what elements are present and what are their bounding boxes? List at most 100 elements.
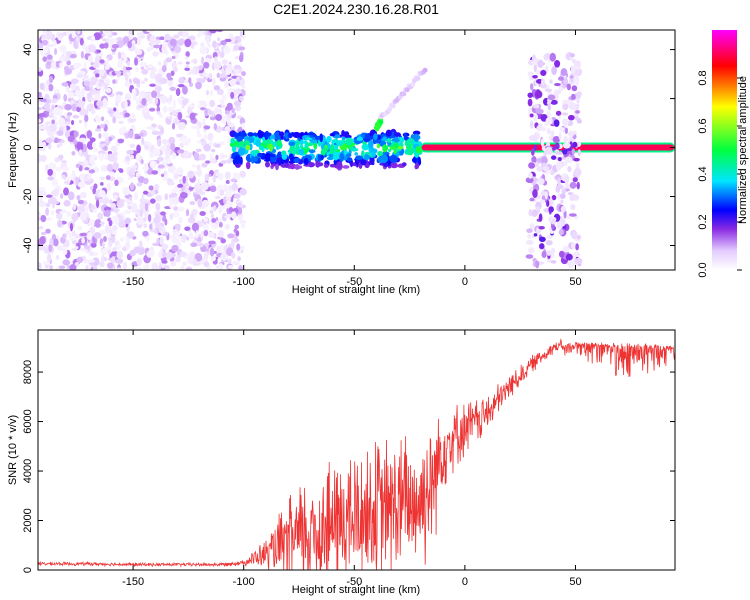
spectrogram-blob [288, 141, 296, 146]
spectrogram-blob [62, 247, 68, 256]
spectrogram-blob [77, 181, 86, 188]
spectrogram-blob [288, 163, 296, 170]
spectrogram-blob [239, 79, 245, 86]
spectrogram-blob [83, 159, 88, 167]
spectrogram-blob [247, 132, 254, 137]
spectrogram-blob [154, 97, 159, 105]
spectrogram-blob [98, 80, 103, 88]
spectrogram-blob [168, 116, 173, 120]
spectrogram-blob [221, 59, 228, 65]
spectrogram-blob [231, 107, 235, 114]
spectrogram-blob [169, 38, 178, 47]
spectrogram-blob [551, 155, 557, 160]
spectrogram-blob [54, 48, 58, 55]
spectrogram-blob [553, 119, 560, 127]
spectrogram-blob [541, 78, 546, 86]
spectrogram-blob [126, 231, 135, 239]
spectrogram-blob [160, 211, 166, 216]
spectrogram-blob [45, 207, 49, 216]
spectrogram-blob [61, 82, 69, 87]
spectrogram-blob [185, 61, 190, 65]
spectrogram-blob [108, 219, 113, 227]
spectrogram-blob [213, 123, 218, 131]
spectrogram-blob [537, 178, 545, 185]
spectrogram-frame [37, 29, 676, 271]
colorbar: 0.0 0.2 0.4 0.6 0.8 Normalized spectral ampl… [697, 30, 749, 278]
spectrogram-blob [127, 205, 132, 210]
spectrogram-blob [59, 139, 65, 144]
spectrogram-blob [148, 185, 154, 191]
spectrogram-feature [404, 87, 410, 93]
spectrogram-blob [138, 132, 144, 137]
spectrogram-blob [143, 223, 148, 228]
spectrogram-blob [117, 60, 123, 68]
spectrogram-blob [166, 158, 172, 165]
spectrogram-blob [158, 61, 162, 66]
spectrogram-blob [227, 264, 234, 269]
spectrogram-blob [563, 175, 570, 183]
spectrogram-blob [48, 243, 52, 252]
spectrogram-blob [532, 75, 538, 79]
spectrogram-blob [40, 231, 47, 236]
spectrogram-blob [112, 79, 116, 84]
spectrogram-blob [410, 148, 415, 153]
spectrogram-blob [181, 234, 188, 240]
spectrogram-blob [105, 175, 111, 181]
spectrogram-blob [207, 132, 214, 141]
spectrogram-blob [219, 76, 227, 82]
spectrogram-blob [354, 152, 359, 156]
spectrogram-blob [195, 230, 199, 239]
spectrogram-blob [130, 154, 135, 160]
spectrogram-blob [160, 173, 165, 177]
spectrogram-blob [234, 56, 239, 60]
spectrogram-blob [575, 110, 580, 114]
spectrogram-blob [209, 247, 215, 257]
spectrogram-blob [161, 260, 168, 264]
spectrogram-blob [567, 130, 575, 137]
spectrogram-blob [557, 177, 561, 186]
spectrogram-blob [295, 145, 301, 151]
spectrogram-blob [191, 222, 200, 232]
spectrogram-blob [575, 78, 579, 88]
spectrogram-blob [528, 209, 533, 217]
spectrogram-blob [525, 254, 534, 259]
spectrogram-blob [288, 160, 294, 164]
spectrogram-blob [135, 67, 139, 72]
spectrogram-blob [205, 222, 209, 230]
spectrogram-blob [184, 38, 192, 48]
spectrogram-blob [141, 193, 145, 203]
spectrogram-y-tick-label: -40 [22, 238, 34, 254]
spectrogram-blob [146, 126, 154, 130]
spectrogram-blob [89, 226, 96, 234]
spectrogram-blob [230, 240, 235, 249]
spectrogram-blob [47, 168, 54, 176]
spectrogram-blob [231, 211, 237, 220]
spectrogram-feature [415, 75, 421, 81]
spectrogram-blob [141, 80, 145, 85]
spectrogram-blob [56, 212, 63, 220]
spectrogram-blob [169, 94, 173, 102]
spectrogram-blob [561, 118, 569, 126]
spectrogram-blob [45, 44, 49, 53]
spectrogram-blob [144, 202, 149, 212]
spectrogram-blob [333, 144, 339, 151]
spectrogram-blob [149, 83, 156, 87]
spectrogram-blob [571, 148, 576, 155]
spectrogram-blob [106, 262, 114, 269]
spectrogram-blob [218, 98, 224, 104]
spectrogram-blob [56, 143, 61, 148]
spectrogram-blob [79, 232, 88, 237]
spectrogram-blob [236, 144, 245, 148]
spectrogram-blob [214, 195, 221, 200]
spectrogram-blob [215, 154, 219, 160]
spectrogram-blob [376, 143, 381, 149]
spectrogram-blob [547, 94, 556, 101]
spectrogram-blob [71, 213, 79, 221]
spectrogram-blob [41, 39, 48, 46]
spectrogram-blob [566, 83, 571, 91]
spectrogram-blob [100, 248, 109, 256]
spectrogram-blob [561, 188, 567, 195]
spectrogram-blob [570, 204, 576, 210]
spectrogram-blob [151, 130, 159, 136]
spectrogram-blob [232, 146, 236, 153]
